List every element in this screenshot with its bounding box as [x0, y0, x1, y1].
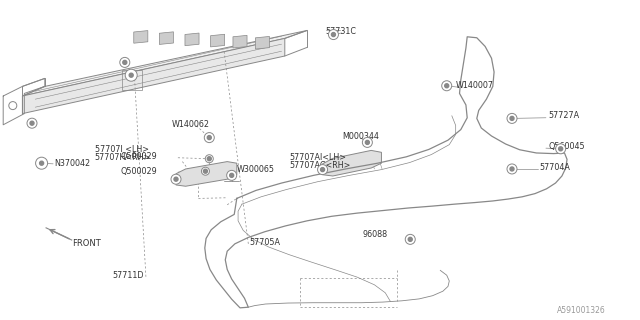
Text: W140062: W140062 [172, 120, 209, 129]
Text: A591001326: A591001326 [557, 306, 605, 315]
Circle shape [507, 113, 517, 124]
Circle shape [510, 116, 514, 120]
Text: M000344: M000344 [342, 132, 380, 141]
Polygon shape [211, 34, 225, 47]
Polygon shape [323, 150, 381, 176]
Text: N370042: N370042 [54, 159, 90, 168]
Text: 57707I <LH>: 57707I <LH> [95, 145, 148, 154]
Circle shape [332, 33, 335, 36]
Circle shape [510, 167, 514, 171]
Text: Q500029: Q500029 [120, 167, 157, 176]
Circle shape [328, 29, 339, 40]
Text: Q500029: Q500029 [120, 152, 157, 161]
Circle shape [556, 144, 566, 154]
Text: 57707H<RH>: 57707H<RH> [95, 153, 151, 162]
Circle shape [27, 118, 37, 128]
Text: FRONT: FRONT [72, 239, 100, 248]
Circle shape [36, 157, 47, 169]
Circle shape [230, 173, 234, 177]
Circle shape [204, 169, 207, 173]
Circle shape [205, 155, 213, 163]
Circle shape [30, 121, 34, 125]
Polygon shape [255, 36, 269, 49]
Circle shape [125, 69, 137, 81]
Polygon shape [159, 32, 173, 44]
Circle shape [204, 132, 214, 143]
Circle shape [120, 57, 130, 68]
Text: W140007: W140007 [456, 81, 493, 90]
Text: Q560045: Q560045 [548, 142, 585, 151]
Text: 57727A: 57727A [548, 111, 580, 120]
Text: 57707AI<LH>: 57707AI<LH> [289, 153, 346, 162]
Polygon shape [233, 36, 247, 48]
Circle shape [442, 81, 452, 91]
Text: 57704A: 57704A [539, 163, 570, 172]
Circle shape [559, 147, 563, 151]
Circle shape [207, 157, 211, 161]
Bar [122, 70, 141, 90]
Circle shape [408, 237, 412, 241]
Text: 57731C: 57731C [325, 27, 356, 36]
Text: 57707AC<RH>: 57707AC<RH> [289, 161, 351, 170]
Circle shape [365, 140, 369, 144]
Circle shape [317, 164, 328, 175]
Circle shape [405, 234, 415, 244]
Text: W300065: W300065 [237, 165, 275, 174]
Circle shape [445, 84, 449, 88]
Polygon shape [22, 30, 307, 96]
Circle shape [123, 60, 127, 64]
Text: 57711D: 57711D [112, 271, 143, 280]
Circle shape [171, 174, 181, 184]
Circle shape [40, 161, 44, 165]
Circle shape [507, 164, 517, 174]
Polygon shape [22, 38, 285, 114]
Circle shape [174, 177, 178, 181]
Circle shape [362, 137, 372, 148]
Text: 57705A: 57705A [250, 238, 280, 247]
Circle shape [202, 167, 209, 175]
Polygon shape [134, 31, 148, 43]
Circle shape [9, 102, 17, 109]
Text: 96088: 96088 [362, 230, 387, 239]
Circle shape [129, 73, 133, 77]
Polygon shape [176, 162, 237, 186]
Polygon shape [185, 33, 199, 46]
Circle shape [207, 136, 211, 140]
Circle shape [227, 170, 237, 180]
Circle shape [321, 168, 324, 172]
